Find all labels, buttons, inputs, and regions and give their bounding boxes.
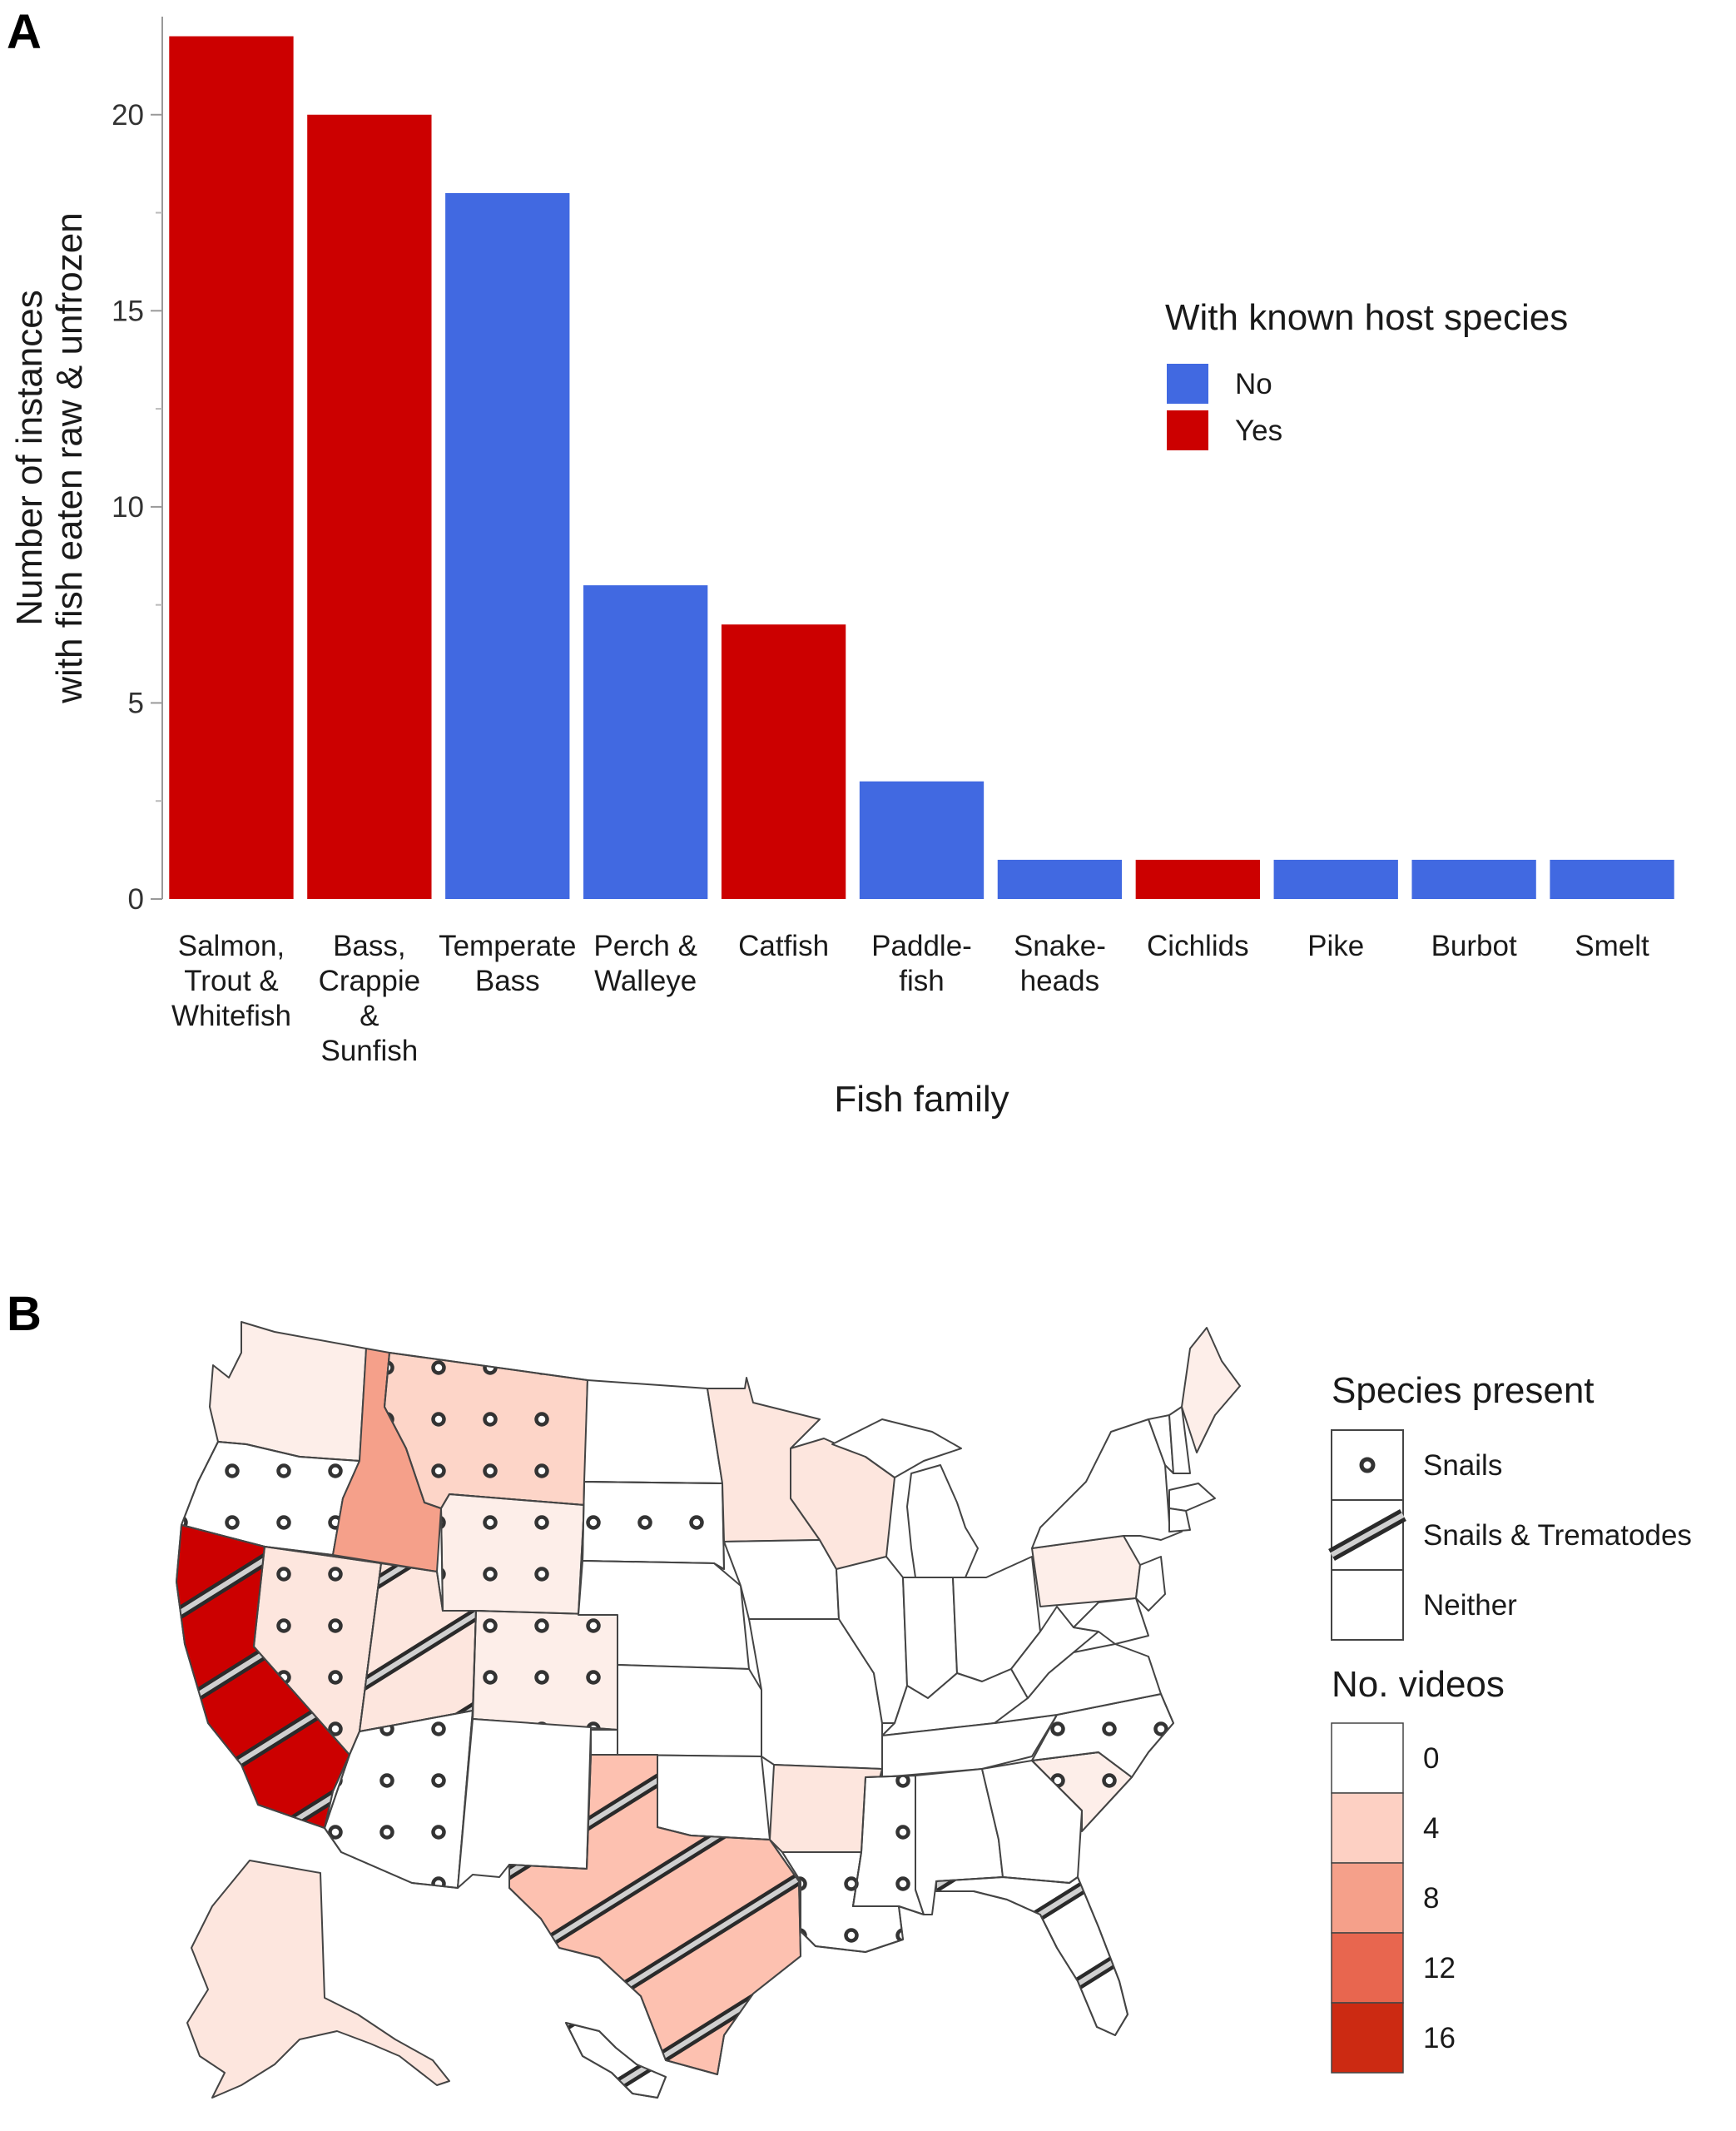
bar bbox=[721, 624, 846, 899]
state-new-mexico bbox=[457, 1718, 592, 1889]
bar bbox=[859, 781, 985, 899]
y-tick-label: 15 bbox=[112, 295, 144, 327]
state-kansas bbox=[617, 1664, 762, 1757]
species-swatch bbox=[1331, 1499, 1404, 1571]
x-tick-label: Salmon, bbox=[178, 930, 285, 962]
legend-swatch bbox=[1167, 410, 1208, 450]
y-tick-label: 0 bbox=[128, 883, 144, 916]
y-axis-title: with fish eaten raw & unfrozen bbox=[49, 212, 90, 703]
x-tick-label: Smelt bbox=[1575, 930, 1649, 962]
videos-legend-label: 16 bbox=[1423, 2022, 1456, 2054]
bar-chart: 0 5 10 15 20 Salmon,Trout &Whitefish Bass,Crap… bbox=[9, 17, 1674, 1120]
x-tick-label: Crappie bbox=[319, 965, 421, 997]
bar bbox=[445, 193, 570, 899]
bar bbox=[1273, 859, 1398, 899]
state-new-hampshire bbox=[1168, 1406, 1191, 1474]
y-tick-label: 10 bbox=[112, 491, 144, 524]
x-tick-label: Paddle- bbox=[871, 930, 972, 962]
bar bbox=[169, 36, 294, 900]
panel-a-letter: A bbox=[7, 5, 42, 59]
x-tick-label: & bbox=[360, 1000, 379, 1032]
videos-swatch bbox=[1331, 1862, 1404, 1934]
state-michigan-lower bbox=[906, 1464, 979, 1578]
x-tick-label: Bass bbox=[475, 965, 540, 997]
bar bbox=[997, 859, 1123, 899]
videos-swatch bbox=[1331, 1932, 1404, 2004]
videos-legend-title: No. videos bbox=[1332, 1664, 1505, 1705]
y-tick-label: 5 bbox=[128, 687, 144, 719]
videos-legend-label: 0 bbox=[1423, 1742, 1439, 1775]
videos-swatch bbox=[1331, 1722, 1404, 1794]
bar bbox=[1135, 859, 1260, 899]
legend-title: With known host species bbox=[1165, 297, 1568, 338]
videos-legend-label: 8 bbox=[1423, 1882, 1439, 1915]
state-massachusetts bbox=[1168, 1483, 1216, 1512]
us-choropleth-map bbox=[176, 1321, 1241, 2099]
videos-legend-label: 4 bbox=[1423, 1812, 1439, 1845]
x-tick-label: Sunfish bbox=[320, 1035, 418, 1067]
bar bbox=[1550, 859, 1674, 899]
bar bbox=[1411, 859, 1536, 899]
state-maine bbox=[1181, 1327, 1241, 1453]
x-tick-label: heads bbox=[1020, 965, 1099, 997]
snail-dot-icon bbox=[1359, 1457, 1376, 1473]
x-tick-label: Cichlids bbox=[1147, 930, 1249, 962]
legend-label: Yes bbox=[1235, 415, 1282, 447]
state-north-dakota bbox=[583, 1379, 723, 1484]
x-tick-label: Perch & bbox=[593, 930, 697, 962]
legend-label: No bbox=[1235, 368, 1272, 400]
videos-legend-label: 12 bbox=[1423, 1952, 1456, 1984]
species-legend-title: Species present bbox=[1332, 1370, 1595, 1411]
x-tick-label: Pike bbox=[1307, 930, 1364, 962]
x-tick-label: Whitefish bbox=[171, 1000, 291, 1032]
y-tick-label: 20 bbox=[112, 99, 144, 132]
state-maryland bbox=[1073, 1597, 1149, 1645]
bar bbox=[583, 585, 708, 899]
species-legend-label: Snails & Trematodes bbox=[1423, 1519, 1692, 1552]
videos-swatch bbox=[1331, 1792, 1404, 1864]
state-new-jersey bbox=[1135, 1556, 1166, 1612]
x-tick-label: Burbot bbox=[1431, 930, 1517, 962]
x-tick-label: Catfish bbox=[738, 930, 829, 962]
stripe-icon-inner bbox=[1330, 1513, 1405, 1557]
species-swatch bbox=[1331, 1569, 1404, 1641]
state-connecticut bbox=[1168, 1508, 1191, 1532]
x-axis-title: Fish family bbox=[834, 1079, 1009, 1120]
bar bbox=[307, 114, 432, 899]
x-tick-label: Temperate bbox=[439, 930, 576, 962]
y-axis-title: Number of instances bbox=[9, 290, 50, 626]
species-legend-label: Neither bbox=[1423, 1589, 1517, 1622]
x-tick-label: Bass, bbox=[333, 930, 406, 962]
legend-swatch bbox=[1167, 364, 1208, 404]
species-legend-label: Snails bbox=[1423, 1449, 1502, 1482]
map-legend: Species present Snails Snails & Trematodes… bbox=[1328, 1370, 1692, 2074]
state-alaska bbox=[186, 1860, 450, 2099]
state-michigan-upper bbox=[831, 1418, 962, 1478]
x-tick-label: Snake- bbox=[1014, 930, 1106, 962]
panel-b-letter: B bbox=[7, 1287, 42, 1341]
x-tick-label: Trout & bbox=[184, 965, 278, 997]
x-tick-label: Walleye bbox=[594, 965, 697, 997]
x-tick-label: fish bbox=[899, 965, 944, 997]
state-washington bbox=[209, 1321, 367, 1462]
videos-swatch bbox=[1331, 2002, 1404, 2074]
